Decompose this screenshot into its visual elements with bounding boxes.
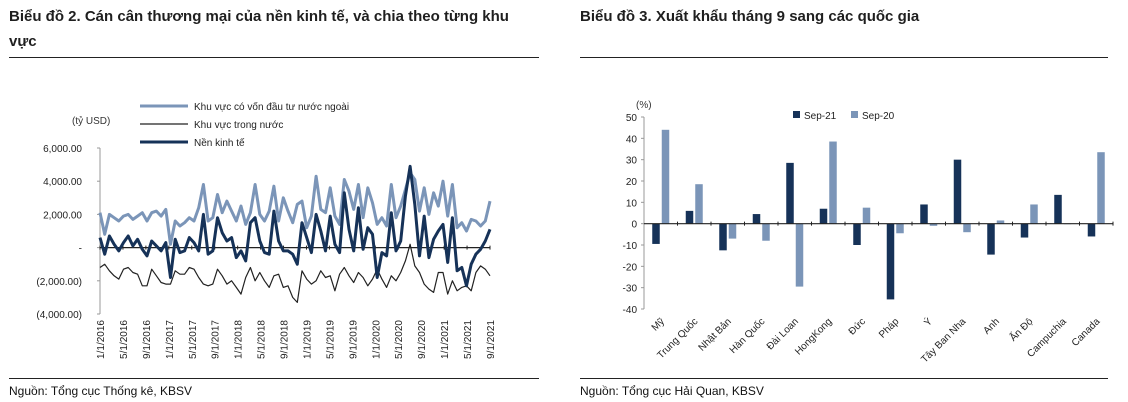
x-tick-label: 1/1/2018 [234, 320, 245, 359]
y-axis-label: (%) [636, 100, 652, 111]
y-tick-label: 30 [626, 156, 638, 167]
x-tick-label: 5/1/2017 [188, 320, 199, 359]
x-category-label: Ý [921, 315, 935, 329]
chart-source: Nguồn: Tổng cục Hải Quan, KBSV [580, 384, 764, 398]
x-tick-label: 5/1/2018 [257, 320, 268, 359]
x-category-label: Canada [1070, 316, 1103, 349]
x-category-label: HongKong [793, 316, 834, 357]
bar-sep21 [1087, 223, 1096, 237]
title-rule [9, 57, 539, 58]
title-rule [580, 57, 1108, 58]
y-tick-label: -20 [623, 262, 638, 273]
bar-sep21 [987, 223, 995, 255]
x-category-label: Anh [982, 316, 1002, 336]
bar-sep20 [862, 207, 871, 224]
x-tick-label: 9/1/2017 [211, 320, 222, 359]
legend-label-domestic: Khu vực trong nước [194, 120, 283, 131]
bar-sep20 [1097, 152, 1105, 224]
y-tick-label: 6,000.00 [43, 144, 82, 155]
bar-sep20 [829, 141, 837, 224]
y-tick-label: (4,000.00) [36, 310, 82, 321]
legend-label-fdi: Khu vực có vốn đầu tư nước ngoài [194, 101, 349, 113]
bar-sep21 [886, 223, 895, 300]
x-tick-label: 5/1/2021 [463, 320, 474, 359]
bar-sep21 [1054, 194, 1062, 224]
bar-sep21 [920, 204, 928, 224]
x-tick-label: 9/1/2020 [417, 320, 428, 359]
bar-sep20 [762, 223, 770, 241]
bar-sep21 [819, 208, 828, 224]
bar-sep21 [1020, 223, 1029, 238]
x-category-label: Pháp [877, 316, 902, 341]
bar-sep21 [652, 223, 660, 244]
series-line-fdi [98, 171, 492, 246]
x-tick-label: 9/1/2021 [486, 320, 497, 359]
legend-label-sep20: Sep-20 [862, 111, 895, 122]
right-chart-panel: Biểu đồ 3. Xuất khẩu tháng 9 sang các qu… [578, 0, 1128, 402]
y-tick-label: 0 [631, 220, 637, 231]
bar-sep20 [728, 223, 737, 239]
bar-sep21 [752, 214, 761, 224]
x-tick-label: 9/1/2016 [142, 320, 153, 359]
series-line-domestic [99, 243, 491, 303]
y-axis-label: (tỷ USD) [72, 115, 110, 127]
bar-sep21 [853, 223, 861, 245]
y-tick-label: -30 [623, 284, 638, 295]
bar-sep20 [929, 223, 938, 226]
chart-title: Biểu đồ 2. Cán cân thương mại của nền ki… [9, 8, 509, 50]
bar-sep20 [996, 220, 1005, 224]
bar-sep21 [786, 162, 794, 224]
x-tick-label: 1/1/2020 [371, 320, 382, 359]
y-tick-label: 10 [626, 198, 638, 209]
chart-title: Biểu đồ 3. Xuất khẩu tháng 9 sang các qu… [580, 8, 920, 25]
x-category-label: Đức [847, 316, 868, 337]
x-tick-label: 5/1/2020 [394, 320, 405, 359]
y-tick-label: - [79, 244, 82, 255]
legend-label-sep21: Sep-21 [804, 111, 837, 122]
x-category-label: Hàn Quốc [727, 316, 767, 356]
x-category-label: Mỹ [650, 316, 667, 333]
bar-sep20 [963, 223, 971, 233]
y-tick-label: 2,000.00 [43, 210, 82, 221]
x-tick-label: 5/1/2016 [119, 320, 130, 359]
x-tick-label: 9/1/2018 [280, 320, 291, 359]
bar-sep21 [953, 159, 962, 224]
y-tick-label: -40 [623, 305, 638, 316]
trade-balance-line-chart: (tỷ USD) 6,000.00 4,000.00 2,000.00 - (2,000.… [36, 101, 497, 359]
source-rule [580, 378, 1108, 379]
x-tick-label: 9/1/2019 [348, 320, 359, 359]
left-chart-panel: Biểu đồ 2. Cán cân thương mại của nền ki… [0, 0, 548, 402]
y-tick-label: 20 [626, 177, 638, 188]
y-tick-label: 50 [626, 113, 638, 124]
x-category-label: Ấn Độ [1007, 315, 1036, 344]
y-tick-label: (2,000.00) [36, 277, 82, 288]
bar-sep20 [795, 223, 804, 287]
bar-sep21 [685, 210, 694, 224]
bar-sep20 [695, 184, 703, 224]
bar-sep21 [719, 223, 727, 251]
x-tick-label: 5/1/2019 [325, 320, 336, 359]
y-tick-label: 4,000.00 [43, 177, 82, 188]
x-tick-label: 1/1/2021 [440, 320, 451, 359]
bar-sep20 [661, 129, 670, 224]
legend-swatch-sep20 [851, 111, 858, 118]
x-tick-label: 1/1/2017 [165, 320, 176, 359]
series-line-total [98, 164, 492, 288]
x-tick-label: 1/1/2016 [96, 320, 107, 359]
source-rule [9, 378, 539, 379]
bar-sep20 [896, 223, 904, 234]
bar-sep20 [1030, 204, 1038, 224]
y-tick-label: -10 [623, 241, 638, 252]
x-tick-label: 1/1/2019 [302, 320, 313, 359]
chart-source: Nguồn: Tổng cục Thống kê, KBSV [9, 384, 193, 398]
legend-label-total: Nền kinh tế [194, 137, 245, 149]
legend-swatch-sep21 [793, 111, 800, 118]
y-tick-label: 40 [626, 134, 638, 145]
